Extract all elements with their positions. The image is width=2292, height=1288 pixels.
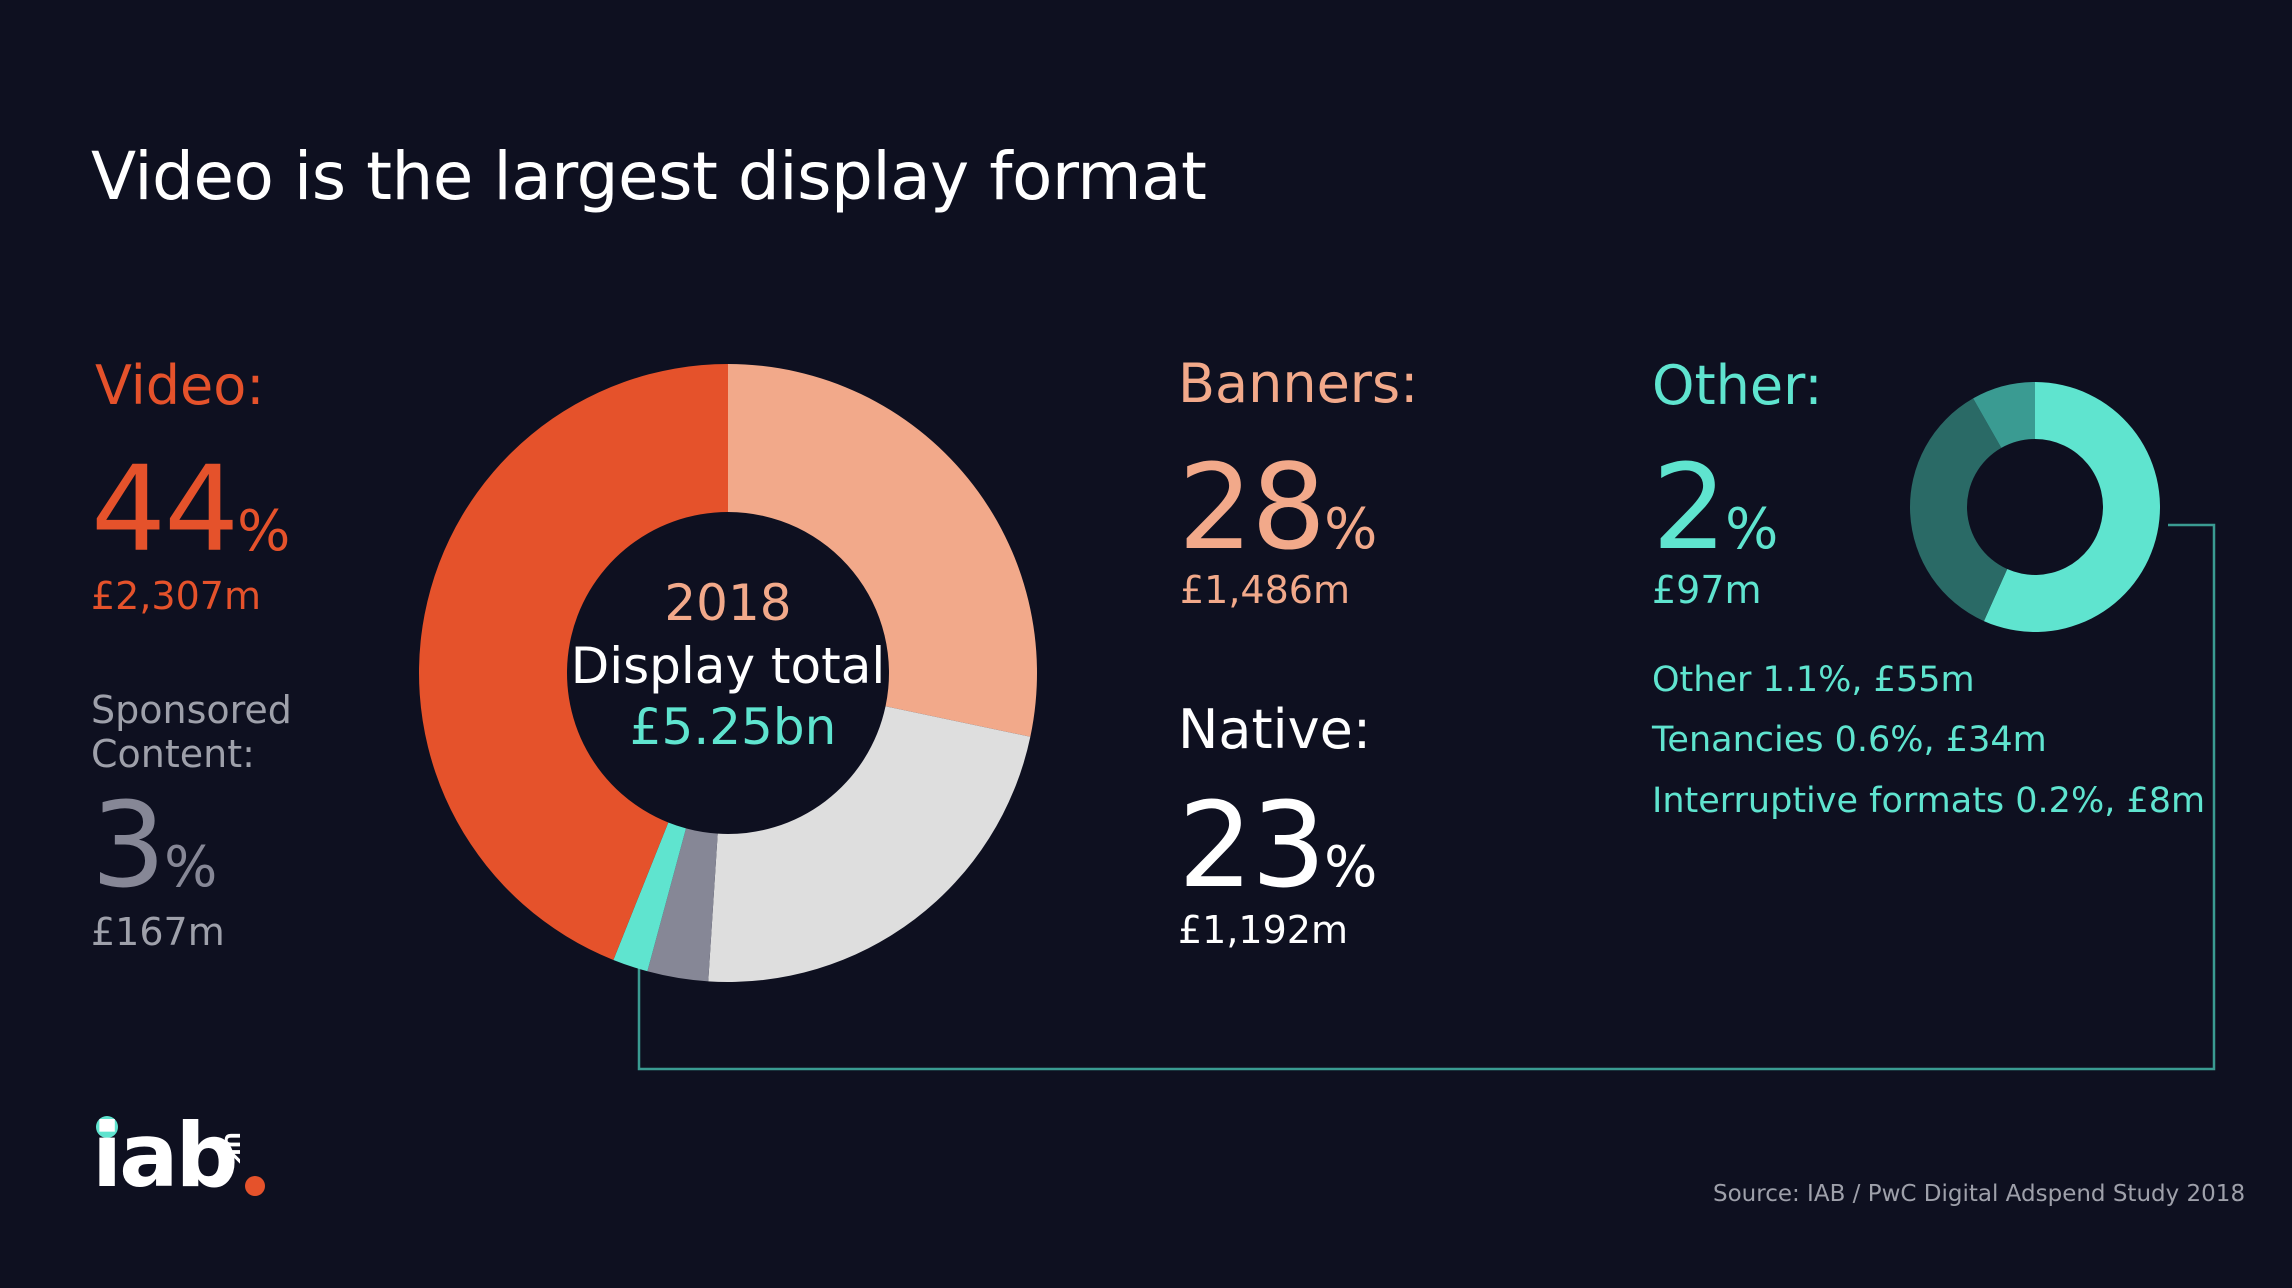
logo-text: iab bbox=[92, 1104, 239, 1207]
banners-label: Banners: bbox=[1178, 352, 1419, 415]
logo-orange-dot-icon bbox=[245, 1176, 265, 1196]
native-percent: 23% bbox=[1178, 786, 1377, 904]
connector-line bbox=[637, 523, 2216, 1071]
banners-amount: £1,486m bbox=[1180, 568, 1350, 612]
slice-video bbox=[418, 364, 728, 960]
other-breakdown-item-3: Interruptive formats 0.2%, £8m bbox=[1652, 781, 2206, 821]
slice-other-other bbox=[1983, 381, 2161, 632]
center-label: Display total bbox=[571, 637, 886, 695]
video-label: Video: bbox=[95, 354, 265, 417]
sponsored-label: Sponsored Content: bbox=[91, 688, 292, 776]
other-label: Other: bbox=[1652, 354, 1823, 417]
main-donut-chart bbox=[418, 364, 1037, 982]
other-breakdown-item-1: Other 1.1%, £55m bbox=[1652, 660, 1975, 700]
logo-dot-icon bbox=[96, 1116, 118, 1138]
center-year: 2018 bbox=[664, 574, 791, 632]
native-percent-value: 23 bbox=[1178, 776, 1326, 914]
iab-logo: iab UK bbox=[92, 1110, 282, 1205]
other-percent-value: 2 bbox=[1652, 438, 1727, 576]
native-percent-sign: % bbox=[1324, 835, 1378, 900]
slice-sponsored bbox=[647, 828, 718, 982]
slice-native bbox=[708, 706, 1031, 982]
other-percent: 2% bbox=[1652, 448, 1778, 566]
sponsored-amount: £167m bbox=[91, 910, 225, 954]
logo-suffix: UK bbox=[220, 1132, 244, 1164]
sponsored-label-line1: Sponsored bbox=[91, 688, 292, 732]
video-amount: £2,307m bbox=[91, 574, 261, 618]
sponsored-label-line2: Content: bbox=[91, 732, 255, 776]
native-amount: £1,192m bbox=[1178, 908, 1348, 952]
video-percent: 44% bbox=[91, 450, 290, 568]
center-total: £5.25bn bbox=[630, 698, 837, 756]
banners-percent: 28% bbox=[1178, 448, 1377, 566]
slice-other-interruptive bbox=[1973, 382, 2035, 448]
other-breakdown-item-2: Tenancies 0.6%, £34m bbox=[1652, 720, 2047, 760]
banners-percent-sign: % bbox=[1324, 497, 1378, 562]
native-label: Native: bbox=[1178, 698, 1372, 761]
slice-other bbox=[613, 822, 686, 972]
sponsored-percent-sign: % bbox=[164, 835, 218, 900]
slice-other-tenancies bbox=[1910, 398, 2008, 622]
slice-banners bbox=[728, 364, 1037, 737]
video-percent-value: 44 bbox=[91, 440, 239, 578]
sponsored-percent-value: 3 bbox=[91, 776, 166, 914]
sponsored-percent: 3% bbox=[91, 786, 217, 904]
video-percent-sign: % bbox=[237, 499, 291, 564]
source-note: Source: IAB / PwC Digital Adspend Study … bbox=[1713, 1181, 2246, 1207]
banners-percent-value: 28 bbox=[1178, 438, 1326, 576]
other-donut-chart bbox=[1910, 381, 2161, 632]
other-percent-sign: % bbox=[1725, 497, 1779, 562]
other-amount: £97m bbox=[1652, 568, 1762, 612]
page-title: Video is the largest display format bbox=[91, 138, 1207, 215]
